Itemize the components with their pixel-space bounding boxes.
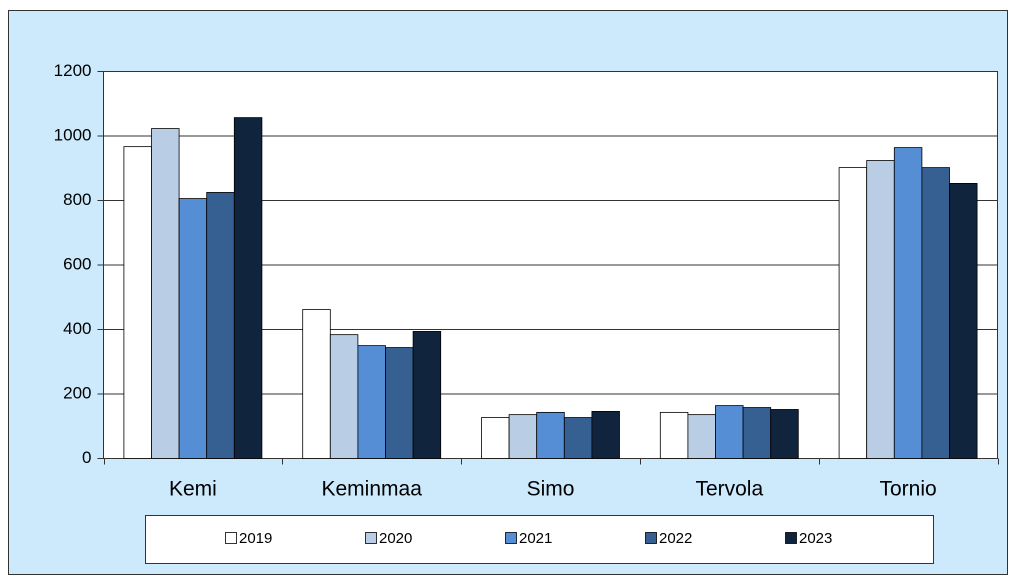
legend-label: 2019 — [239, 530, 272, 547]
y-tick-label: 800 — [63, 190, 91, 209]
y-tick-label: 400 — [63, 319, 91, 338]
legend-swatch — [785, 532, 797, 544]
x-tick-label: Kemi — [169, 478, 217, 501]
bar — [206, 192, 235, 459]
y-tick-label: 200 — [63, 383, 91, 402]
bar — [151, 128, 180, 459]
legend-label: 2023 — [799, 530, 832, 547]
y-tick-label: 0 — [82, 448, 91, 467]
bar — [770, 409, 799, 459]
bar — [866, 160, 895, 459]
bar — [921, 167, 950, 459]
legend-swatch — [365, 532, 377, 544]
bar — [536, 411, 565, 459]
x-tick-label: Simo — [527, 478, 575, 501]
bar — [412, 331, 442, 459]
bar — [591, 411, 620, 459]
bar — [742, 407, 772, 459]
y-tick-label: 1200 — [54, 61, 92, 80]
legend-swatch — [225, 532, 237, 544]
bar — [357, 345, 386, 459]
bar — [481, 417, 510, 459]
bar — [233, 117, 263, 459]
legend-label: 2021 — [519, 530, 552, 547]
bar — [302, 309, 331, 459]
legend-swatch — [645, 532, 657, 544]
y-tick-label: 600 — [63, 254, 91, 273]
bar — [508, 414, 538, 459]
x-tick-label: Tervola — [695, 478, 763, 501]
bar — [563, 417, 593, 459]
bar — [178, 198, 208, 459]
legend-swatch — [505, 532, 517, 544]
x-tick-label: Tornio — [879, 478, 936, 501]
bar — [949, 183, 978, 459]
bar — [659, 411, 689, 459]
bar — [687, 414, 716, 459]
bar — [715, 405, 744, 459]
legend-label: 2020 — [379, 530, 412, 547]
y-tick-label: 1000 — [54, 125, 92, 144]
x-tick-label: Keminmaa — [322, 478, 423, 501]
bar — [329, 334, 359, 459]
bar — [123, 146, 152, 459]
bar — [385, 347, 414, 459]
bar — [838, 167, 868, 459]
bar — [893, 147, 923, 459]
legend-label: 2022 — [659, 530, 692, 547]
legend-box — [145, 515, 934, 564]
